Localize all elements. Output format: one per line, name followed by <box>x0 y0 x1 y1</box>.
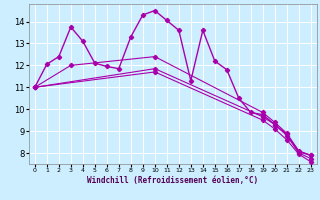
X-axis label: Windchill (Refroidissement éolien,°C): Windchill (Refroidissement éolien,°C) <box>87 176 258 185</box>
